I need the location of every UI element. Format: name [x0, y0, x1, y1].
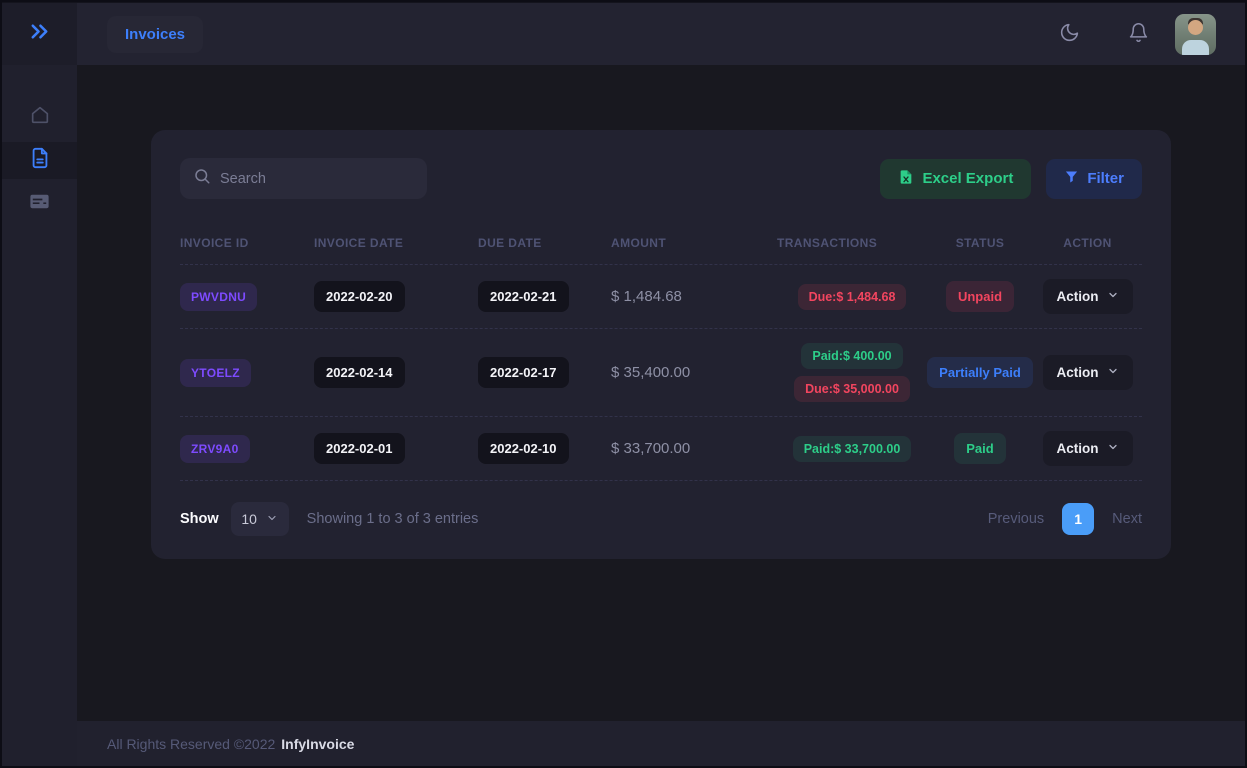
status-badge: Unpaid — [945, 281, 1015, 312]
page-title: Invoices — [107, 15, 204, 53]
copyright-text: All Rights Reserved ©2022 — [107, 735, 276, 752]
current-page-button[interactable]: 1 — [1062, 503, 1095, 535]
user-avatar[interactable] — [1175, 13, 1216, 55]
topbar: Invoices — [2, 2, 1245, 66]
action-label: Action — [1056, 441, 1099, 456]
sidebar-collapse-button[interactable] — [2, 2, 77, 66]
status-badge: Paid — [954, 433, 1006, 464]
status-badge: Partially Paid — [927, 357, 1033, 388]
action-dropdown-button[interactable]: Action — [1042, 355, 1133, 390]
filter-label: Filter — [1087, 170, 1124, 187]
action-label: Action — [1056, 289, 1099, 304]
excel-file-icon — [898, 169, 914, 189]
search-input[interactable] — [220, 170, 414, 187]
amount-value: $ 33,700.00 — [611, 440, 691, 457]
column-header-amount: AMOUNT — [611, 235, 667, 250]
next-page-button[interactable]: Next — [1112, 511, 1142, 527]
previous-page-button[interactable]: Previous — [987, 511, 1045, 527]
transaction-paid-pill: Paid:$ 400.00 — [801, 343, 903, 369]
transaction-paid-pill: Paid:$ 33,700.00 — [792, 435, 912, 462]
excel-export-label: Excel Export — [922, 170, 1014, 187]
search-icon — [193, 167, 211, 190]
invoice-id-badge[interactable]: PWVDNU — [180, 282, 258, 311]
footer: All Rights Reserved ©2022 InfyInvoice — [77, 721, 1245, 766]
main-content: Excel Export Filter INVOICE ID INVOICE D… — [77, 65, 1245, 721]
action-dropdown-button[interactable]: Action — [1042, 279, 1133, 314]
sidebar — [2, 65, 77, 766]
filter-funnel-icon — [1064, 169, 1079, 188]
transaction-due-pill: Due:$ 1,484.68 — [797, 283, 907, 310]
due-date-pill: 2022-02-10 — [478, 433, 569, 464]
page-size-value: 10 — [241, 511, 257, 527]
table-row: ZRV9A0 2022-02-01 2022-02-10 $ 33,700.00… — [180, 417, 1142, 481]
action-label: Action — [1056, 365, 1099, 380]
due-date-pill: 2022-02-21 — [478, 281, 569, 312]
home-icon — [29, 104, 51, 131]
table-header-row: INVOICE ID INVOICE DATE DUE DATE AMOUNT … — [180, 221, 1142, 265]
page-size-select[interactable]: 10 — [230, 502, 289, 536]
amount-value: $ 1,484.68 — [611, 288, 682, 305]
invoice-date-pill: 2022-02-01 — [314, 433, 405, 464]
invoice-file-icon — [29, 147, 51, 174]
avatar-art — [1188, 19, 1203, 35]
sidebar-item-home[interactable] — [2, 99, 77, 136]
brand-name: InfyInvoice — [281, 735, 355, 752]
action-dropdown-button[interactable]: Action — [1042, 431, 1133, 466]
sidebar-item-invoices[interactable] — [2, 142, 77, 179]
chevron-down-icon — [1107, 441, 1119, 456]
invoice-date-pill: 2022-02-20 — [314, 281, 405, 312]
avatar-art — [1182, 39, 1209, 55]
moon-icon — [1059, 22, 1080, 46]
entries-summary: Showing 1 to 3 of 3 entries — [306, 511, 479, 527]
column-header-transactions: TRANSACTIONS — [777, 235, 878, 250]
column-header-invoice-id: INVOICE ID — [180, 235, 249, 250]
filter-button[interactable]: Filter — [1046, 158, 1142, 199]
sidebar-item-payments[interactable] — [2, 185, 77, 222]
table-row: YTOELZ 2022-02-14 2022-02-17 $ 35,400.00… — [180, 329, 1142, 417]
column-header-due-date: DUE DATE — [478, 235, 542, 250]
double-chevron-right-icon — [28, 20, 51, 48]
credit-card-icon — [28, 190, 51, 218]
pagination-bar: Show 10 Showing 1 to 3 of 3 entries Prev… — [180, 497, 1142, 541]
chevron-down-icon — [1107, 365, 1119, 380]
dark-mode-toggle[interactable] — [1059, 22, 1080, 46]
chevron-down-icon — [1107, 289, 1119, 304]
amount-value: $ 35,400.00 — [611, 364, 691, 381]
chevron-down-icon — [266, 511, 278, 527]
table-row: PWVDNU 2022-02-20 2022-02-21 $ 1,484.68 … — [180, 265, 1142, 329]
invoice-date-pill: 2022-02-14 — [314, 357, 405, 388]
due-date-pill: 2022-02-17 — [478, 357, 569, 388]
column-header-invoice-date: INVOICE DATE — [314, 235, 404, 250]
column-header-status: STATUS — [955, 235, 1005, 250]
show-label: Show — [180, 511, 219, 527]
invoice-id-badge[interactable]: YTOELZ — [180, 358, 251, 387]
table-toolbar: Excel Export Filter — [180, 158, 1142, 199]
transaction-due-pill: Due:$ 35,000.00 — [794, 376, 910, 402]
excel-export-button[interactable]: Excel Export — [880, 158, 1032, 199]
search-box — [180, 158, 427, 199]
invoices-card: Excel Export Filter INVOICE ID INVOICE D… — [151, 130, 1171, 559]
notifications-button[interactable] — [1128, 22, 1149, 46]
bell-icon — [1128, 22, 1149, 46]
invoice-id-badge[interactable]: ZRV9A0 — [180, 434, 250, 463]
column-header-action: ACTION — [1063, 235, 1112, 250]
